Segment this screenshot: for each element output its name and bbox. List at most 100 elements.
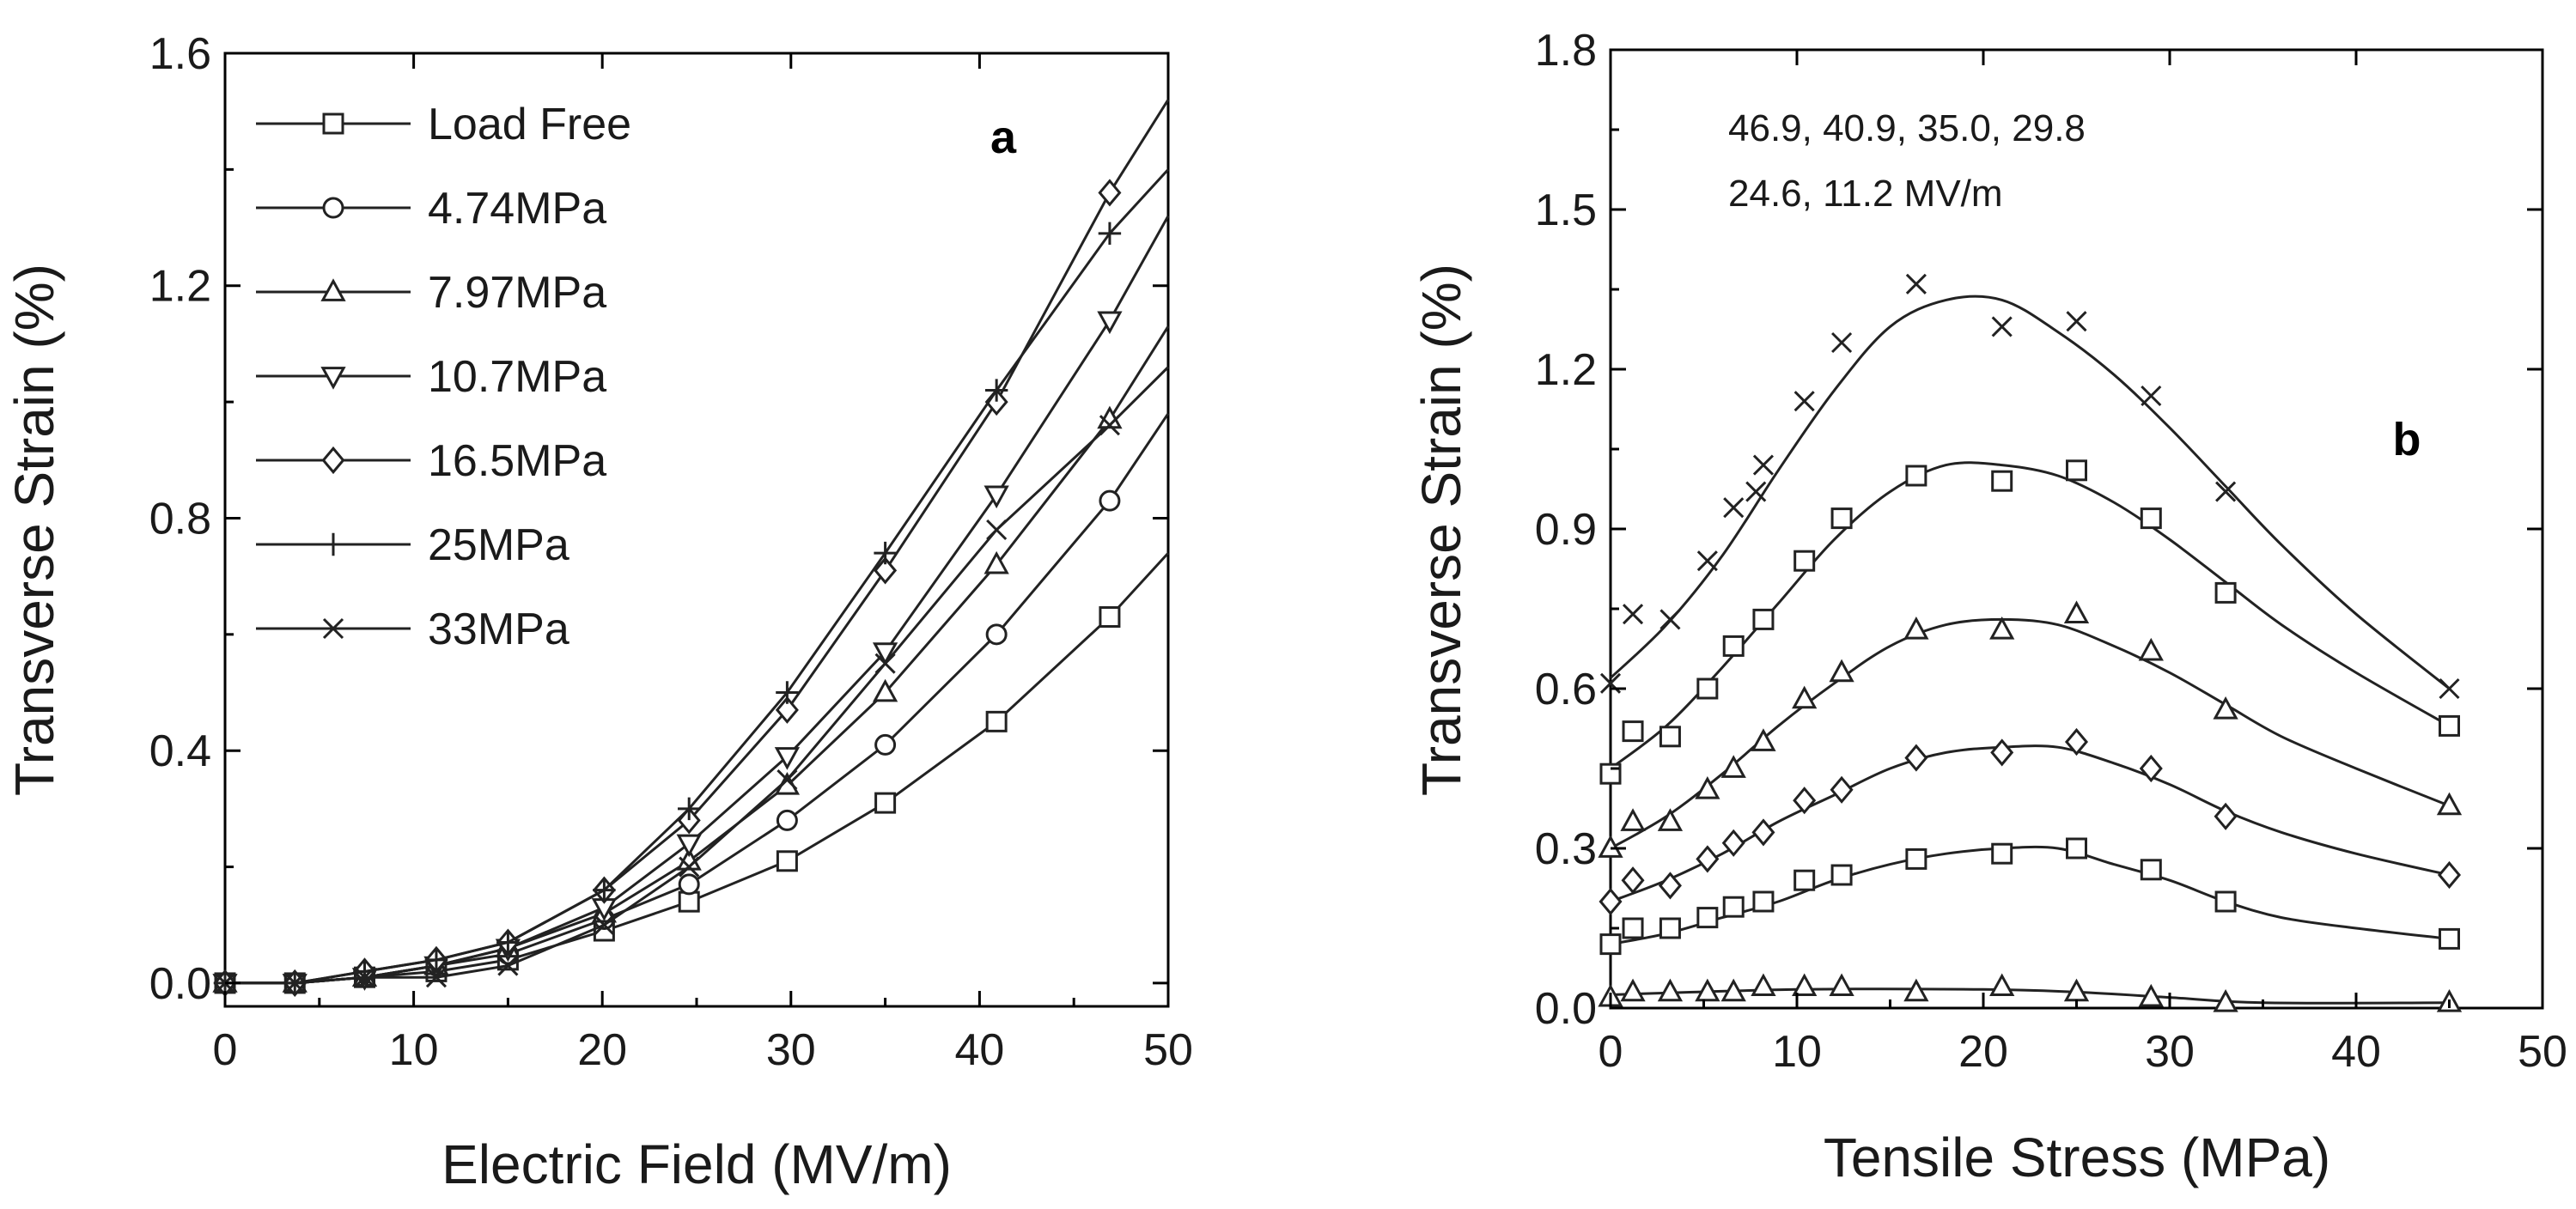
data-point-11-2-mv-m	[1989, 973, 2015, 997]
data-point-40-9-mv-m	[1793, 550, 1816, 572]
legend-label: 16.5MPa	[428, 436, 606, 486]
fit-curve-24-6-mv-m	[1610, 845, 2450, 946]
data-point-40-9-mv-m	[2140, 507, 2162, 530]
panel-b-annotation-line-1: 46.9, 40.9, 35.0, 29.8	[1728, 107, 2086, 149]
data-point-7-97mpa	[1097, 405, 1123, 429]
series-46-9-mv-m	[1599, 273, 2460, 700]
series-25mpa	[213, 168, 1170, 995]
series-40-9-mv-m	[1599, 459, 2460, 785]
data-point-29-8-mv-m	[1621, 866, 1645, 895]
data-point-24-6-mv-m	[1793, 869, 1816, 891]
data-point-46-9-mv-m	[1659, 609, 1681, 630]
data-point-load-free	[874, 792, 897, 814]
data-point-35-0-mv-m	[1903, 617, 1929, 640]
data-point-4-74mpa	[776, 809, 798, 831]
panel-a-x-tick-label: 0	[213, 1025, 238, 1075]
data-point-33mpa	[1099, 415, 1120, 436]
data-point-33mpa	[497, 955, 519, 976]
data-point-24-6-mv-m	[1599, 933, 1622, 956]
data-point-33mpa	[425, 967, 448, 988]
data-point-29-8-mv-m	[1696, 845, 1720, 873]
panel-a-y-tick-label: 1.6	[149, 29, 211, 79]
data-point-24-6-mv-m	[2439, 927, 2460, 950]
legend-label: 4.74MPa	[428, 184, 606, 234]
panel-b-y-tick-label: 1.2	[1535, 345, 1597, 395]
legend-item-7-97mpa: 7.97MPa	[256, 268, 606, 318]
panel-b: 0 10 20 30 40 50 0.0 0.3 0.6 0.9 1.2 1.5 1.8 b 46.9,…	[1410, 26, 2567, 1188]
panel-a-y-tick-label: 0.4	[149, 726, 211, 776]
data-point-40-9-mv-m	[1991, 470, 2013, 492]
panel-a-y-tick-label: 0.0	[149, 959, 211, 1009]
data-point-40-9-mv-m	[2066, 459, 2087, 482]
data-point-25mpa	[984, 379, 1008, 402]
data-point-25mpa	[593, 878, 616, 902]
data-point-25mpa	[496, 931, 520, 954]
data-point-40-9-mv-m	[1622, 720, 1644, 743]
data-point-29-8-mv-m	[1793, 787, 1817, 815]
data-point-46-9-mv-m	[2141, 385, 2162, 407]
data-point-11-2-mv-m	[1751, 973, 1776, 997]
data-point-29-8-mv-m	[1721, 829, 1745, 857]
data-point-25mpa	[874, 541, 897, 565]
data-point-40-9-mv-m	[2439, 714, 2460, 737]
data-point-33mpa	[354, 967, 375, 988]
panel-b-label: b	[2393, 414, 2421, 465]
panel-b-annotation-line-2: 24.6, 11.2 MV/m	[1728, 173, 2003, 215]
series-line-25mpa	[225, 168, 1170, 985]
series-line-load-free	[225, 552, 1170, 985]
data-point-11-2-mv-m	[2138, 983, 2164, 1007]
data-point-40-9-mv-m	[1696, 677, 1719, 700]
series-11-2-mv-m	[1598, 973, 2463, 1012]
data-point-29-8-mv-m	[1658, 872, 1682, 900]
panel-b-y-tick-label: 0.9	[1535, 505, 1597, 555]
data-point-46-9-mv-m	[1696, 550, 1718, 572]
data-point-46-9-mv-m	[1793, 391, 1815, 412]
legend-item-33mpa: 33MPa	[256, 604, 569, 654]
panel-b-y-tick-label: 0.0	[1535, 984, 1597, 1034]
data-point-16-5mpa	[775, 696, 799, 724]
panel-a-y-tick-label: 0.8	[149, 494, 211, 544]
panel-a-x-tick-label: 10	[389, 1025, 439, 1075]
data-point-10-7mpa	[984, 485, 1009, 509]
data-point-11-2-mv-m	[1620, 978, 1646, 1002]
data-point-46-9-mv-m	[1723, 497, 1745, 519]
panel-a-ylabel: Transverse Strain (%)	[3, 264, 65, 796]
data-point-35-0-mv-m	[1598, 835, 1623, 858]
data-point-24-6-mv-m	[1830, 864, 1853, 886]
data-point-46-9-mv-m	[2066, 311, 2087, 332]
fit-curve-46-9-mv-m	[1609, 295, 2451, 690]
legend-marker-33mpa	[322, 617, 344, 640]
panel-a-x-tick-label: 50	[1143, 1025, 1193, 1075]
panel-b-x-tick-label: 40	[2331, 1027, 2381, 1077]
legend-label: Load Free	[428, 100, 631, 149]
data-point-16-5mpa	[1098, 179, 1122, 207]
data-point-24-6-mv-m	[1696, 907, 1719, 929]
data-point-25mpa	[424, 948, 448, 972]
panel-b-y-tick-label: 1.5	[1535, 185, 1597, 235]
data-point-11-2-mv-m	[2213, 989, 2238, 1012]
panel-a-x-tick-label: 40	[954, 1025, 1004, 1075]
data-point-7-97mpa	[676, 848, 702, 871]
legend-item-10-7mpa: 10.7MPa	[256, 352, 606, 402]
data-point-25mpa	[678, 797, 701, 821]
data-point-load-free	[985, 710, 1008, 732]
panel-b-x-tick-label: 10	[1772, 1027, 1822, 1077]
data-point-40-9-mv-m	[1659, 726, 1681, 748]
data-point-35-0-mv-m	[1792, 685, 1818, 709]
panel-b-y-tick-label: 1.8	[1535, 26, 1597, 76]
panel-a-y-tick-label: 1.2	[149, 262, 211, 312]
data-point-33mpa	[874, 653, 896, 674]
data-point-29-8-mv-m	[1830, 775, 1854, 804]
data-point-46-9-mv-m	[1831, 331, 1853, 354]
data-point-7-97mpa	[872, 678, 898, 702]
legend-item-4-74mpa: 4.74MPa	[256, 184, 606, 234]
legend-marker-4-74mpa	[322, 197, 344, 219]
data-point-load-free	[776, 850, 798, 872]
data-point-46-9-mv-m	[1752, 454, 1775, 476]
data-point-24-6-mv-m	[1659, 917, 1681, 939]
panel-b-x-tick-label: 20	[1958, 1027, 2008, 1077]
legend-marker-25mpa	[321, 532, 345, 556]
data-point-46-9-mv-m	[2215, 481, 2237, 502]
series-35-0-mv-m	[1598, 600, 2463, 858]
